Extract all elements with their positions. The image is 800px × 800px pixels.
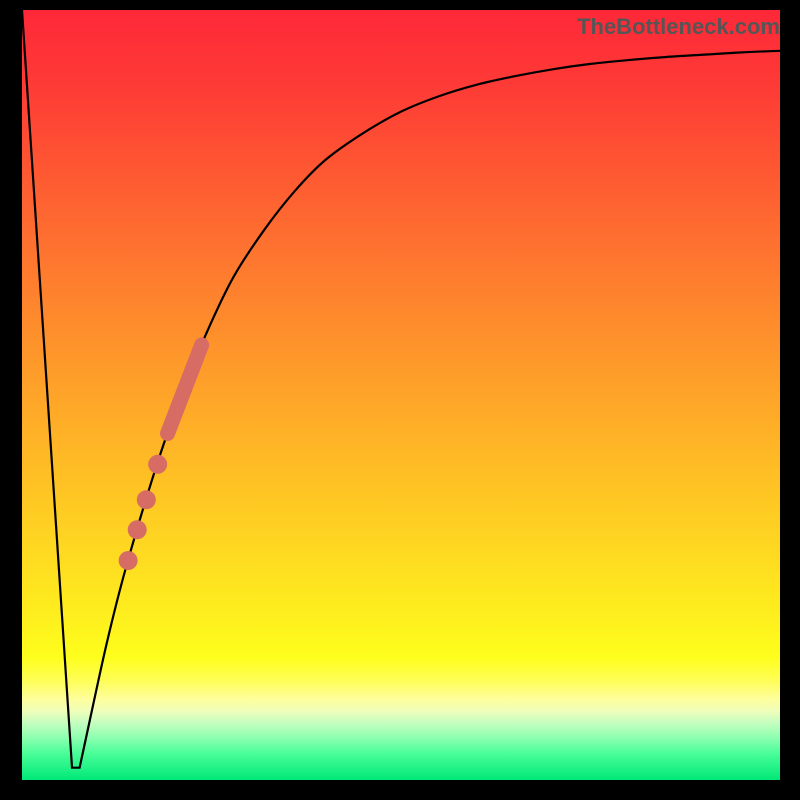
watermark-text: TheBottleneck.com (577, 14, 780, 40)
highlight-dot (137, 490, 156, 509)
highlight-segment (168, 345, 202, 434)
highlight-dot (148, 455, 167, 474)
highlight-dot (119, 551, 138, 570)
curve-layer (22, 10, 780, 780)
plot-area (22, 10, 780, 780)
bottleneck-curve (22, 10, 780, 768)
highlight-dot (128, 520, 147, 539)
